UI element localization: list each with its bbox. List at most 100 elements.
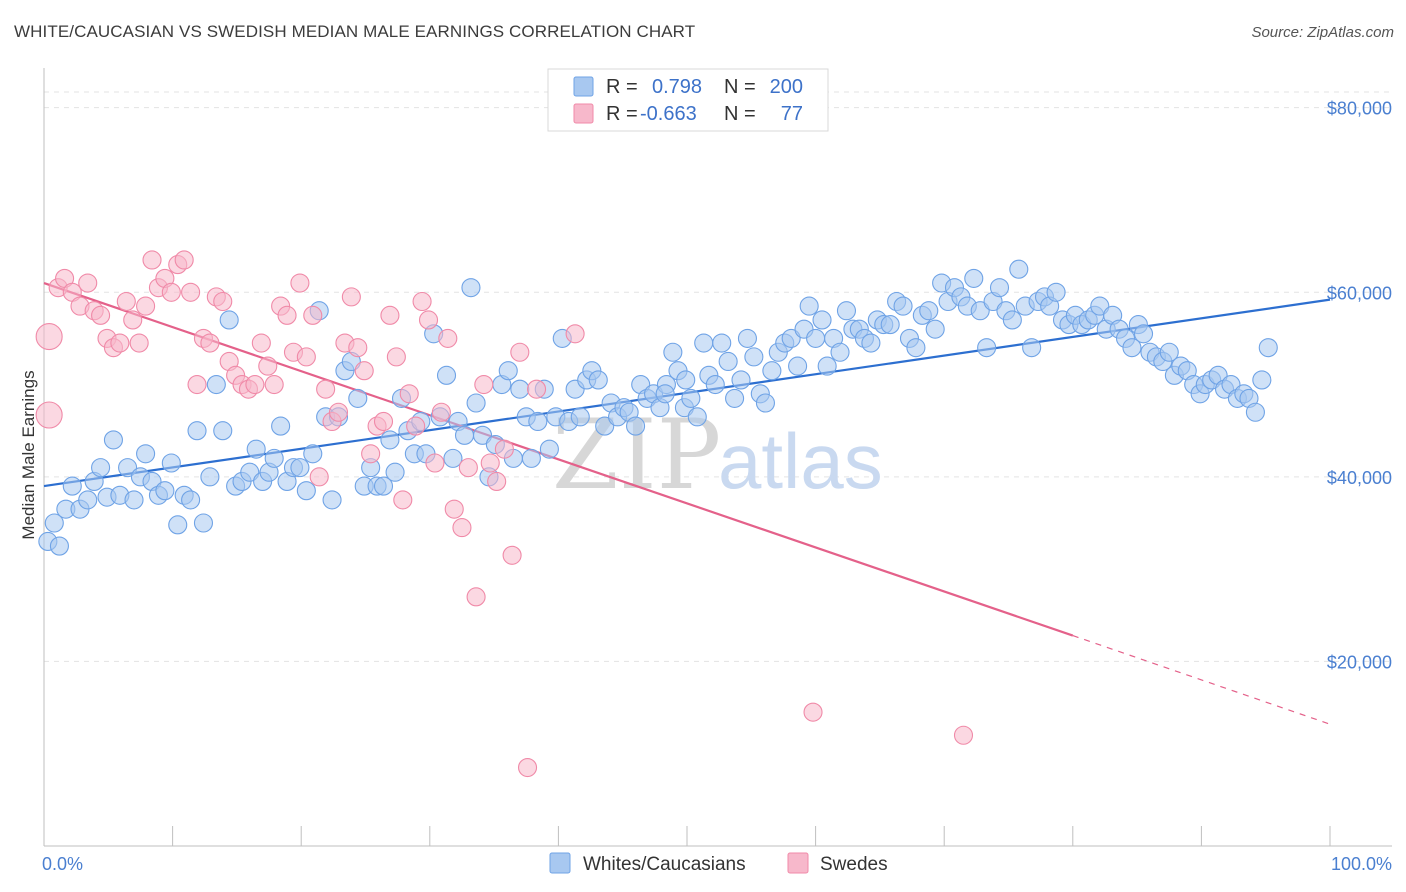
point-whites	[806, 328, 826, 348]
point-whites	[461, 278, 481, 298]
point-whites	[1046, 282, 1066, 302]
watermark-atlas: atlas	[718, 417, 883, 505]
point-whites	[762, 361, 782, 381]
point-whites	[62, 476, 82, 496]
point-whites	[124, 490, 144, 510]
point-swedes	[200, 333, 220, 353]
point-whites	[744, 347, 764, 367]
point-swedes	[348, 338, 368, 358]
point-swedes	[245, 375, 265, 395]
point-whites	[880, 315, 900, 335]
series-legend-swatch-whites	[549, 852, 571, 874]
point-swedes	[213, 291, 233, 312]
point-swedes	[412, 291, 432, 312]
point-whites	[718, 351, 738, 372]
point-swedes	[296, 347, 316, 367]
point-whites	[168, 515, 188, 535]
axes	[43, 68, 1392, 847]
legend-r-label-whites: R =	[606, 76, 638, 98]
point-swedes	[328, 402, 349, 422]
point-whites	[570, 407, 590, 427]
y-tick-labels: $20,000 $40,000 $60,000 $80,000	[1327, 99, 1392, 673]
series-legend-label-swedes: Swedes	[820, 854, 888, 875]
point-whites	[1159, 342, 1179, 362]
chart-title: WHITE/CAUCASIAN VS SWEDISH MEDIAN MALE E…	[14, 22, 696, 41]
point-swedes	[264, 375, 284, 395]
point-whites	[655, 384, 675, 404]
legend-n-label-whites: N =	[724, 76, 756, 98]
series-legend: Whites/Caucasians Swedes	[549, 852, 888, 875]
point-whites	[906, 338, 926, 358]
point-whites	[989, 278, 1010, 298]
point-swedes	[136, 296, 156, 316]
point-whites	[812, 310, 832, 330]
stats-legend-box	[547, 68, 829, 132]
point-whites	[380, 430, 400, 450]
legend-n-label-swedes: N =	[724, 103, 756, 125]
point-whites	[181, 490, 201, 510]
point-swedes	[116, 291, 136, 312]
point-whites	[264, 448, 284, 468]
legend-swatch-whites	[573, 76, 594, 97]
point-swedes	[258, 356, 278, 376]
point-whites	[103, 430, 123, 450]
point-whites	[687, 407, 707, 427]
point-swedes	[110, 333, 130, 353]
point-whites	[213, 421, 233, 441]
trend-line-extension-swedes	[1072, 635, 1331, 725]
point-whites	[755, 393, 775, 413]
series-legend-label-whites: Whites/Caucasians	[583, 854, 746, 875]
point-whites	[155, 481, 175, 501]
legend-n-value-whites: 200	[770, 76, 803, 98]
data-points	[35, 250, 1278, 778]
point-swedes	[393, 490, 413, 510]
point-swedes	[418, 310, 439, 330]
point-swedes	[444, 499, 464, 519]
y-tick-label: $20,000	[1327, 652, 1392, 672]
point-whites	[1252, 370, 1272, 390]
point-whites	[521, 448, 541, 468]
point-whites	[200, 467, 220, 487]
point-whites	[510, 379, 530, 399]
point-swedes	[565, 324, 585, 344]
point-swedes	[466, 587, 486, 607]
x-ticks	[43, 826, 1331, 846]
point-swedes	[35, 323, 63, 351]
point-whites	[1245, 402, 1265, 422]
point-whites	[725, 388, 745, 408]
point-whites	[240, 462, 260, 482]
point-whites	[303, 444, 323, 464]
point-swedes	[373, 411, 394, 432]
point-whites	[1122, 338, 1142, 358]
point-swedes	[380, 305, 400, 325]
y-axis-title: Median Male Earnings	[19, 370, 38, 539]
source-note: Source: ZipAtlas.com	[1251, 24, 1394, 41]
point-whites	[737, 328, 757, 348]
point-whites	[681, 388, 701, 408]
point-whites	[322, 490, 342, 510]
point-whites	[466, 393, 486, 413]
point-whites	[925, 319, 945, 339]
legend-n-value-swedes: 77	[781, 103, 803, 125]
point-whites	[817, 356, 837, 376]
point-whites	[290, 458, 310, 478]
point-swedes	[91, 305, 111, 325]
point-whites	[626, 416, 646, 436]
point-whites	[964, 268, 984, 288]
point-whites	[539, 439, 559, 459]
y-tick-label: $60,000	[1327, 283, 1392, 303]
point-whites	[799, 296, 819, 316]
point-swedes	[187, 375, 207, 395]
point-whites	[1133, 324, 1154, 344]
point-whites	[271, 416, 291, 436]
point-whites	[1258, 338, 1278, 358]
point-whites	[161, 453, 181, 473]
point-swedes	[354, 361, 374, 381]
point-whites	[373, 476, 394, 496]
point-swedes	[803, 702, 823, 722]
point-swedes	[425, 453, 445, 473]
point-swedes	[251, 333, 271, 353]
point-swedes	[480, 453, 500, 473]
point-whites	[694, 333, 714, 353]
point-whites	[970, 301, 990, 321]
